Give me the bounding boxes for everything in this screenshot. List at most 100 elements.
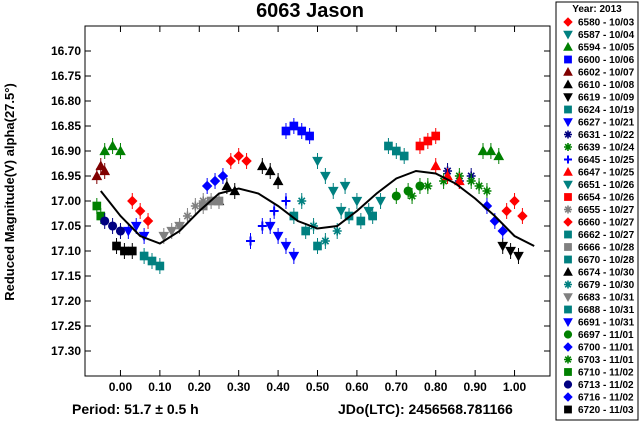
- data-point: [158, 231, 170, 242]
- series-1: [339, 178, 386, 219]
- data-point: [288, 251, 300, 262]
- data-point: [415, 141, 425, 151]
- data-point: [289, 121, 299, 131]
- legend-item: 6662 - 10/27: [564, 230, 635, 241]
- y-axis-ticks: 16.70 16.75 16.80 16.85 16.90 16.95 17.00 17.05…: [51, 44, 550, 358]
- data-point: [142, 215, 154, 227]
- data-point: [509, 195, 520, 207]
- legend-marker: [563, 293, 573, 303]
- data-point: [403, 186, 413, 196]
- legend-item: 6610 - 10/08: [563, 79, 635, 91]
- y-tick-label: 17.10: [51, 244, 81, 258]
- data-point: [112, 241, 121, 251]
- data-point: [477, 145, 489, 156]
- legend-marker: [563, 180, 573, 190]
- legend-label: 6703 - 11/01: [578, 355, 634, 366]
- data-point: [221, 180, 233, 191]
- legend-item: 6674 - 10/30: [563, 266, 635, 279]
- legend-marker: [564, 130, 572, 139]
- x-tick-label: 0.30: [227, 380, 251, 394]
- y-tick-label: 16.80: [51, 94, 81, 108]
- legend-marker: [563, 79, 573, 89]
- data-point: [115, 145, 126, 156]
- data-point: [363, 206, 375, 217]
- series-11: [246, 193, 291, 249]
- data-point: [391, 146, 401, 156]
- data-point: [91, 170, 103, 181]
- y-tick-label: 16.75: [51, 69, 81, 83]
- data-point: [497, 225, 508, 237]
- data-point: [505, 246, 516, 257]
- data-point: [99, 145, 111, 156]
- data-point: [430, 160, 442, 171]
- legend-marker: [563, 17, 573, 27]
- data-point: [423, 136, 433, 146]
- legend-item: 6700 - 11/01: [563, 342, 634, 354]
- legend-marker: [563, 66, 573, 76]
- data-point: [214, 196, 224, 206]
- data-point: [147, 256, 157, 266]
- legend-marker: [564, 230, 572, 239]
- legend-label: 6580 - 10/03: [578, 18, 635, 29]
- data-point: [190, 201, 200, 211]
- data-point: [134, 205, 146, 217]
- data-point: [209, 175, 221, 187]
- data-point: [391, 191, 401, 201]
- data-point: [320, 171, 331, 182]
- data-point: [155, 261, 165, 271]
- data-point: [120, 246, 129, 256]
- legend-label: 6619 - 10/09: [578, 93, 635, 104]
- y-tick-label: 16.85: [51, 119, 81, 133]
- data-point: [356, 216, 366, 226]
- legend-marker: [563, 330, 573, 339]
- legend-item: 6697 - 11/01: [563, 330, 634, 341]
- data-point: [95, 160, 107, 171]
- y-tick-label: 17.05: [51, 219, 81, 233]
- legend-label: 6660 - 10/27: [578, 218, 635, 229]
- legend-item: 6619 - 10/09: [563, 93, 635, 104]
- data-point: [482, 186, 492, 196]
- legend-marker: [564, 355, 572, 364]
- legend-marker: [563, 118, 573, 128]
- legend-item: 6720 - 11/03: [564, 405, 634, 416]
- legend-marker: [564, 255, 572, 264]
- legend-label: 6594 - 10/05: [578, 43, 635, 54]
- data-point: [431, 131, 441, 141]
- legend-item: 6594 - 10/05: [563, 41, 635, 54]
- data-point: [466, 176, 476, 186]
- legend-marker: [563, 380, 573, 389]
- data-point: [201, 180, 213, 192]
- legend-marker: [564, 105, 572, 114]
- x-tick-label: 0.40: [266, 380, 290, 394]
- data-point: [122, 226, 134, 237]
- data-point: [517, 210, 528, 222]
- data-point: [246, 236, 256, 246]
- legend-item: 6600 - 10/06: [564, 55, 635, 66]
- legend-label: 6639 - 10/24: [578, 143, 635, 154]
- x-tick-label: 0.60: [345, 380, 369, 394]
- data-point: [312, 156, 323, 167]
- legend-label: 6662 - 10/27: [578, 230, 635, 241]
- legend-label: 6627 - 10/21: [578, 118, 635, 129]
- data-point: [301, 226, 311, 236]
- legend-marker: [563, 318, 573, 328]
- series-26: [201, 168, 229, 194]
- series-27: [466, 173, 492, 199]
- series-3: [281, 118, 314, 144]
- legend-label: 6624 - 10/19: [578, 105, 635, 116]
- legend-item: 6627 - 10/21: [563, 118, 635, 129]
- legend-label: 6666 - 10/28: [578, 243, 635, 254]
- legend-item: 6631 - 10/22: [564, 130, 635, 141]
- legend-item: 6703 - 11/01: [564, 355, 634, 366]
- data-point: [368, 211, 377, 221]
- series-23: [289, 208, 322, 254]
- x-tick-label: 0.10: [148, 380, 172, 394]
- legend-item: 6670 - 10/28: [564, 255, 635, 266]
- legend-marker: [564, 55, 572, 64]
- legend-marker: [564, 243, 572, 251]
- data-point: [92, 201, 102, 211]
- data-point: [497, 241, 509, 252]
- data-point: [107, 140, 118, 151]
